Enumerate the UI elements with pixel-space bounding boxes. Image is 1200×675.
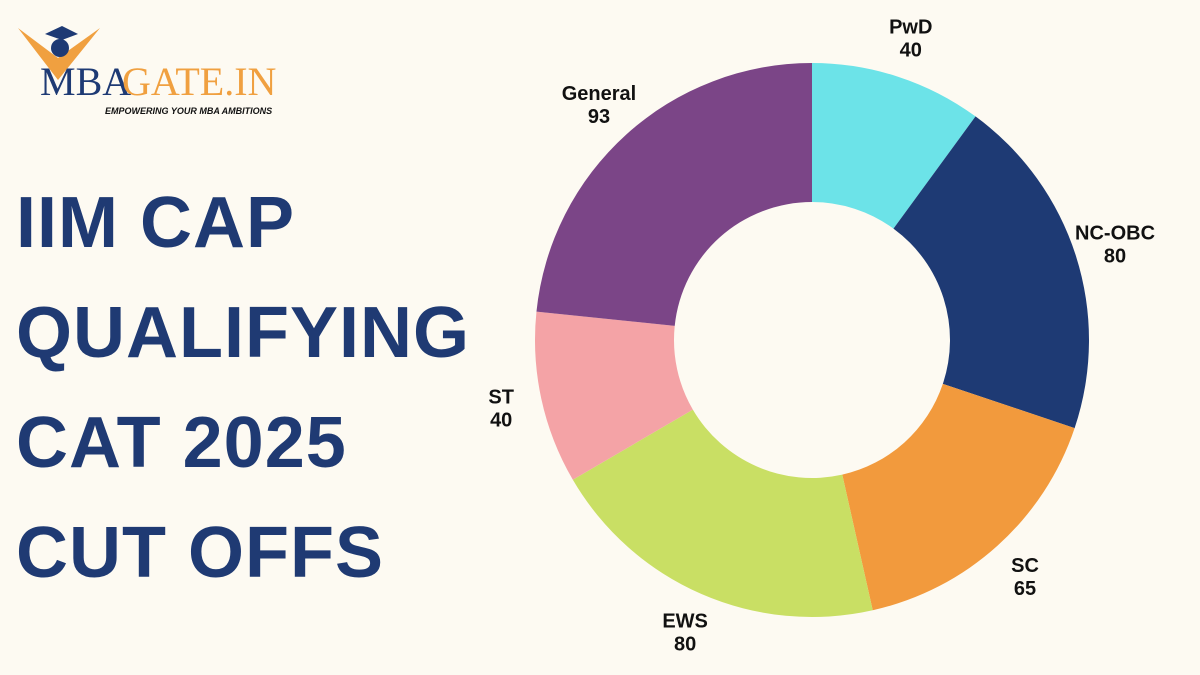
logo-text-gate: GATE.IN (122, 59, 276, 104)
slice-label-sc: SC (1011, 555, 1039, 577)
slice-value-ews: 80 (674, 634, 696, 656)
logo-text-mba: MBA (40, 59, 131, 104)
slice-label-nc-obc: NC-OBC (1075, 223, 1155, 245)
title-line-2: QUALIFYING (16, 293, 470, 373)
page-title: IIM CAP QUALIFYING CAT 2025 CUT OFFS (16, 168, 470, 608)
slice-label-st: ST (488, 386, 514, 408)
title-line-4: CUT OFFS (16, 513, 384, 593)
slice-sc (842, 383, 1075, 611)
graduation-cap-icon (45, 26, 78, 40)
slice-label-pwd: PwD (889, 17, 932, 39)
slice-st (535, 311, 693, 480)
slice-value-sc: 65 (1014, 578, 1036, 600)
slice-value-st: 40 (490, 409, 512, 431)
slice-ews (572, 409, 873, 617)
slice-nc-obc (893, 116, 1089, 429)
mbagate-logo: MBA GATE.IN EMPOWERING YOUR MBA AMBITION… (18, 26, 276, 116)
slice-value-general: 93 (588, 106, 610, 128)
slice-value-pwd: 40 (900, 40, 922, 62)
slice-label-general: General (562, 83, 636, 105)
logo-tagline: EMPOWERING YOUR MBA AMBITIONS (105, 106, 272, 116)
title-line-1: IIM CAP (16, 183, 296, 263)
slice-pwd (812, 63, 976, 229)
slice-label-ews: EWS (662, 611, 708, 633)
title-line-3: CAT 2025 (16, 403, 347, 483)
slice-value-nc-obc: 80 (1104, 246, 1126, 268)
logo-swoosh-icon (18, 28, 100, 80)
slice-general (536, 63, 812, 326)
